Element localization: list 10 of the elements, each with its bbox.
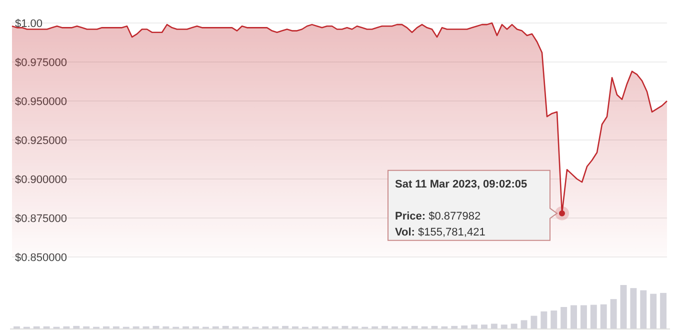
annotation: Price: $0.877982: [395, 210, 481, 222]
y-tick-label: $0.975000: [15, 56, 67, 69]
annotation: Sat 11 Mar 2023, 09:02:05: [395, 178, 528, 190]
y-tick-label: $0.900000: [15, 174, 67, 186]
y-tick-label: $0.925000: [15, 134, 67, 147]
y-tick-label: $1.00: [15, 18, 43, 30]
annotation: Vol: $155,781,421: [395, 226, 486, 238]
y-tick-label: $0.950000: [15, 96, 67, 108]
y-tick-label: $0.875000: [15, 212, 67, 225]
y-tick-label: $0.850000: [15, 252, 67, 264]
